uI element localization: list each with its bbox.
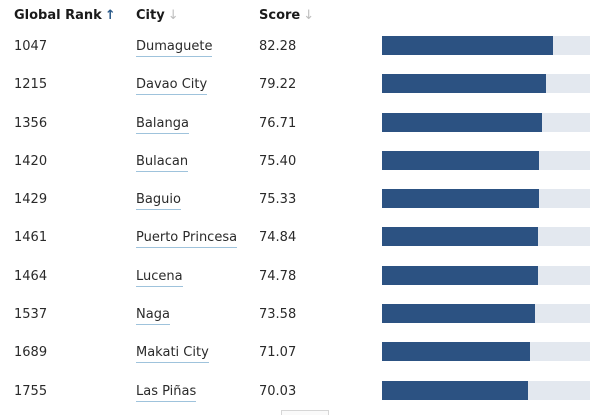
table-row: 1461 Puerto Princesa 74.84 xyxy=(0,225,603,263)
score-bar-track xyxy=(382,36,590,55)
score-value: 75.33 xyxy=(259,192,297,208)
city-link[interactable]: Makati City xyxy=(136,345,209,364)
score-bar-track xyxy=(382,74,590,94)
column-header-label: Global Rank xyxy=(14,8,102,23)
rank-value: 1464 xyxy=(14,268,48,284)
score-bar-track xyxy=(382,112,590,132)
rank-value: 1537 xyxy=(14,307,48,323)
score-bar-fill xyxy=(382,304,536,324)
column-header-score[interactable]: Score ↓ xyxy=(259,8,314,23)
table-row: 1047 Dumaguete 82.28 xyxy=(0,34,603,72)
rank-value: 1420 xyxy=(14,153,48,169)
score-bar-fill xyxy=(382,265,538,285)
rank-value: 1429 xyxy=(14,192,48,208)
city-link[interactable]: Balanga xyxy=(136,116,189,134)
score-value: 75.40 xyxy=(259,153,297,169)
arrow-up-icon: ↑ xyxy=(104,8,116,23)
score-bar-fill xyxy=(382,189,539,209)
table-row: 1464 Lucena 74.78 xyxy=(0,264,603,302)
score-value: 71.07 xyxy=(259,345,297,361)
city-link[interactable]: Naga xyxy=(136,307,170,326)
scroll-handle[interactable] xyxy=(281,410,329,415)
arrow-down-icon: ↓ xyxy=(167,8,179,23)
score-value: 79.22 xyxy=(259,77,297,93)
city-link[interactable]: Davao City xyxy=(136,77,208,96)
city-link[interactable]: Lucena xyxy=(136,269,183,287)
column-header-label: Score xyxy=(259,8,301,23)
score-bar-fill xyxy=(382,342,530,362)
score-value: 82.28 xyxy=(259,39,297,54)
score-bar-fill xyxy=(382,150,539,170)
score-value: 74.78 xyxy=(259,268,297,284)
rank-value: 1215 xyxy=(14,77,48,93)
table-row: 1537 Naga 73.58 xyxy=(0,302,603,340)
column-header-global-rank[interactable]: Global Rank ↑ xyxy=(14,8,116,23)
table-row: 1755 Las Piñas 70.03 xyxy=(0,379,603,417)
score-bar-track xyxy=(382,265,590,285)
score-value: 74.84 xyxy=(259,230,297,246)
table-row: 1215 Davao City 79.22 xyxy=(0,72,603,110)
city-link[interactable]: Baguio xyxy=(136,192,181,211)
rank-value: 1755 xyxy=(14,383,48,399)
rank-value: 1356 xyxy=(14,115,48,131)
score-value: 73.58 xyxy=(259,307,297,323)
score-bar-fill xyxy=(382,112,542,132)
table-header: Global Rank ↑ City ↓ Score ↓ xyxy=(0,0,603,34)
table-row: 1356 Balanga 76.71 xyxy=(0,111,603,149)
rank-value: 1689 xyxy=(14,345,48,361)
score-bar-fill xyxy=(382,380,528,400)
score-bar-track xyxy=(382,304,590,324)
city-link[interactable]: Puerto Princesa xyxy=(136,230,238,249)
table-row: 1429 Baguio 75.33 xyxy=(0,187,603,225)
score-bar-track xyxy=(382,189,590,209)
score-value: 70.03 xyxy=(259,383,297,399)
score-bar-fill xyxy=(382,36,553,55)
city-link[interactable]: Bulacan xyxy=(136,154,189,172)
rank-value: 1047 xyxy=(14,39,48,54)
arrow-down-icon: ↓ xyxy=(303,8,315,23)
score-bar-track xyxy=(382,342,590,362)
rank-value: 1461 xyxy=(14,230,48,246)
table-body: 1047 Dumaguete 82.28 1215 Davao City 79.… xyxy=(0,34,603,417)
column-header-label: City xyxy=(136,8,165,23)
column-header-city[interactable]: City ↓ xyxy=(136,8,179,23)
city-link[interactable]: Dumaguete xyxy=(136,39,213,57)
score-bar-fill xyxy=(382,74,547,94)
score-bar-track xyxy=(382,227,590,247)
score-value: 76.71 xyxy=(259,115,297,131)
table-row: 1420 Bulacan 75.40 xyxy=(0,149,603,187)
score-bar-track xyxy=(382,380,590,400)
city-link[interactable]: Las Piñas xyxy=(136,384,197,402)
score-bar-track xyxy=(382,150,590,170)
table-row: 1689 Makati City 71.07 xyxy=(0,340,603,378)
score-bar-fill xyxy=(382,227,538,247)
